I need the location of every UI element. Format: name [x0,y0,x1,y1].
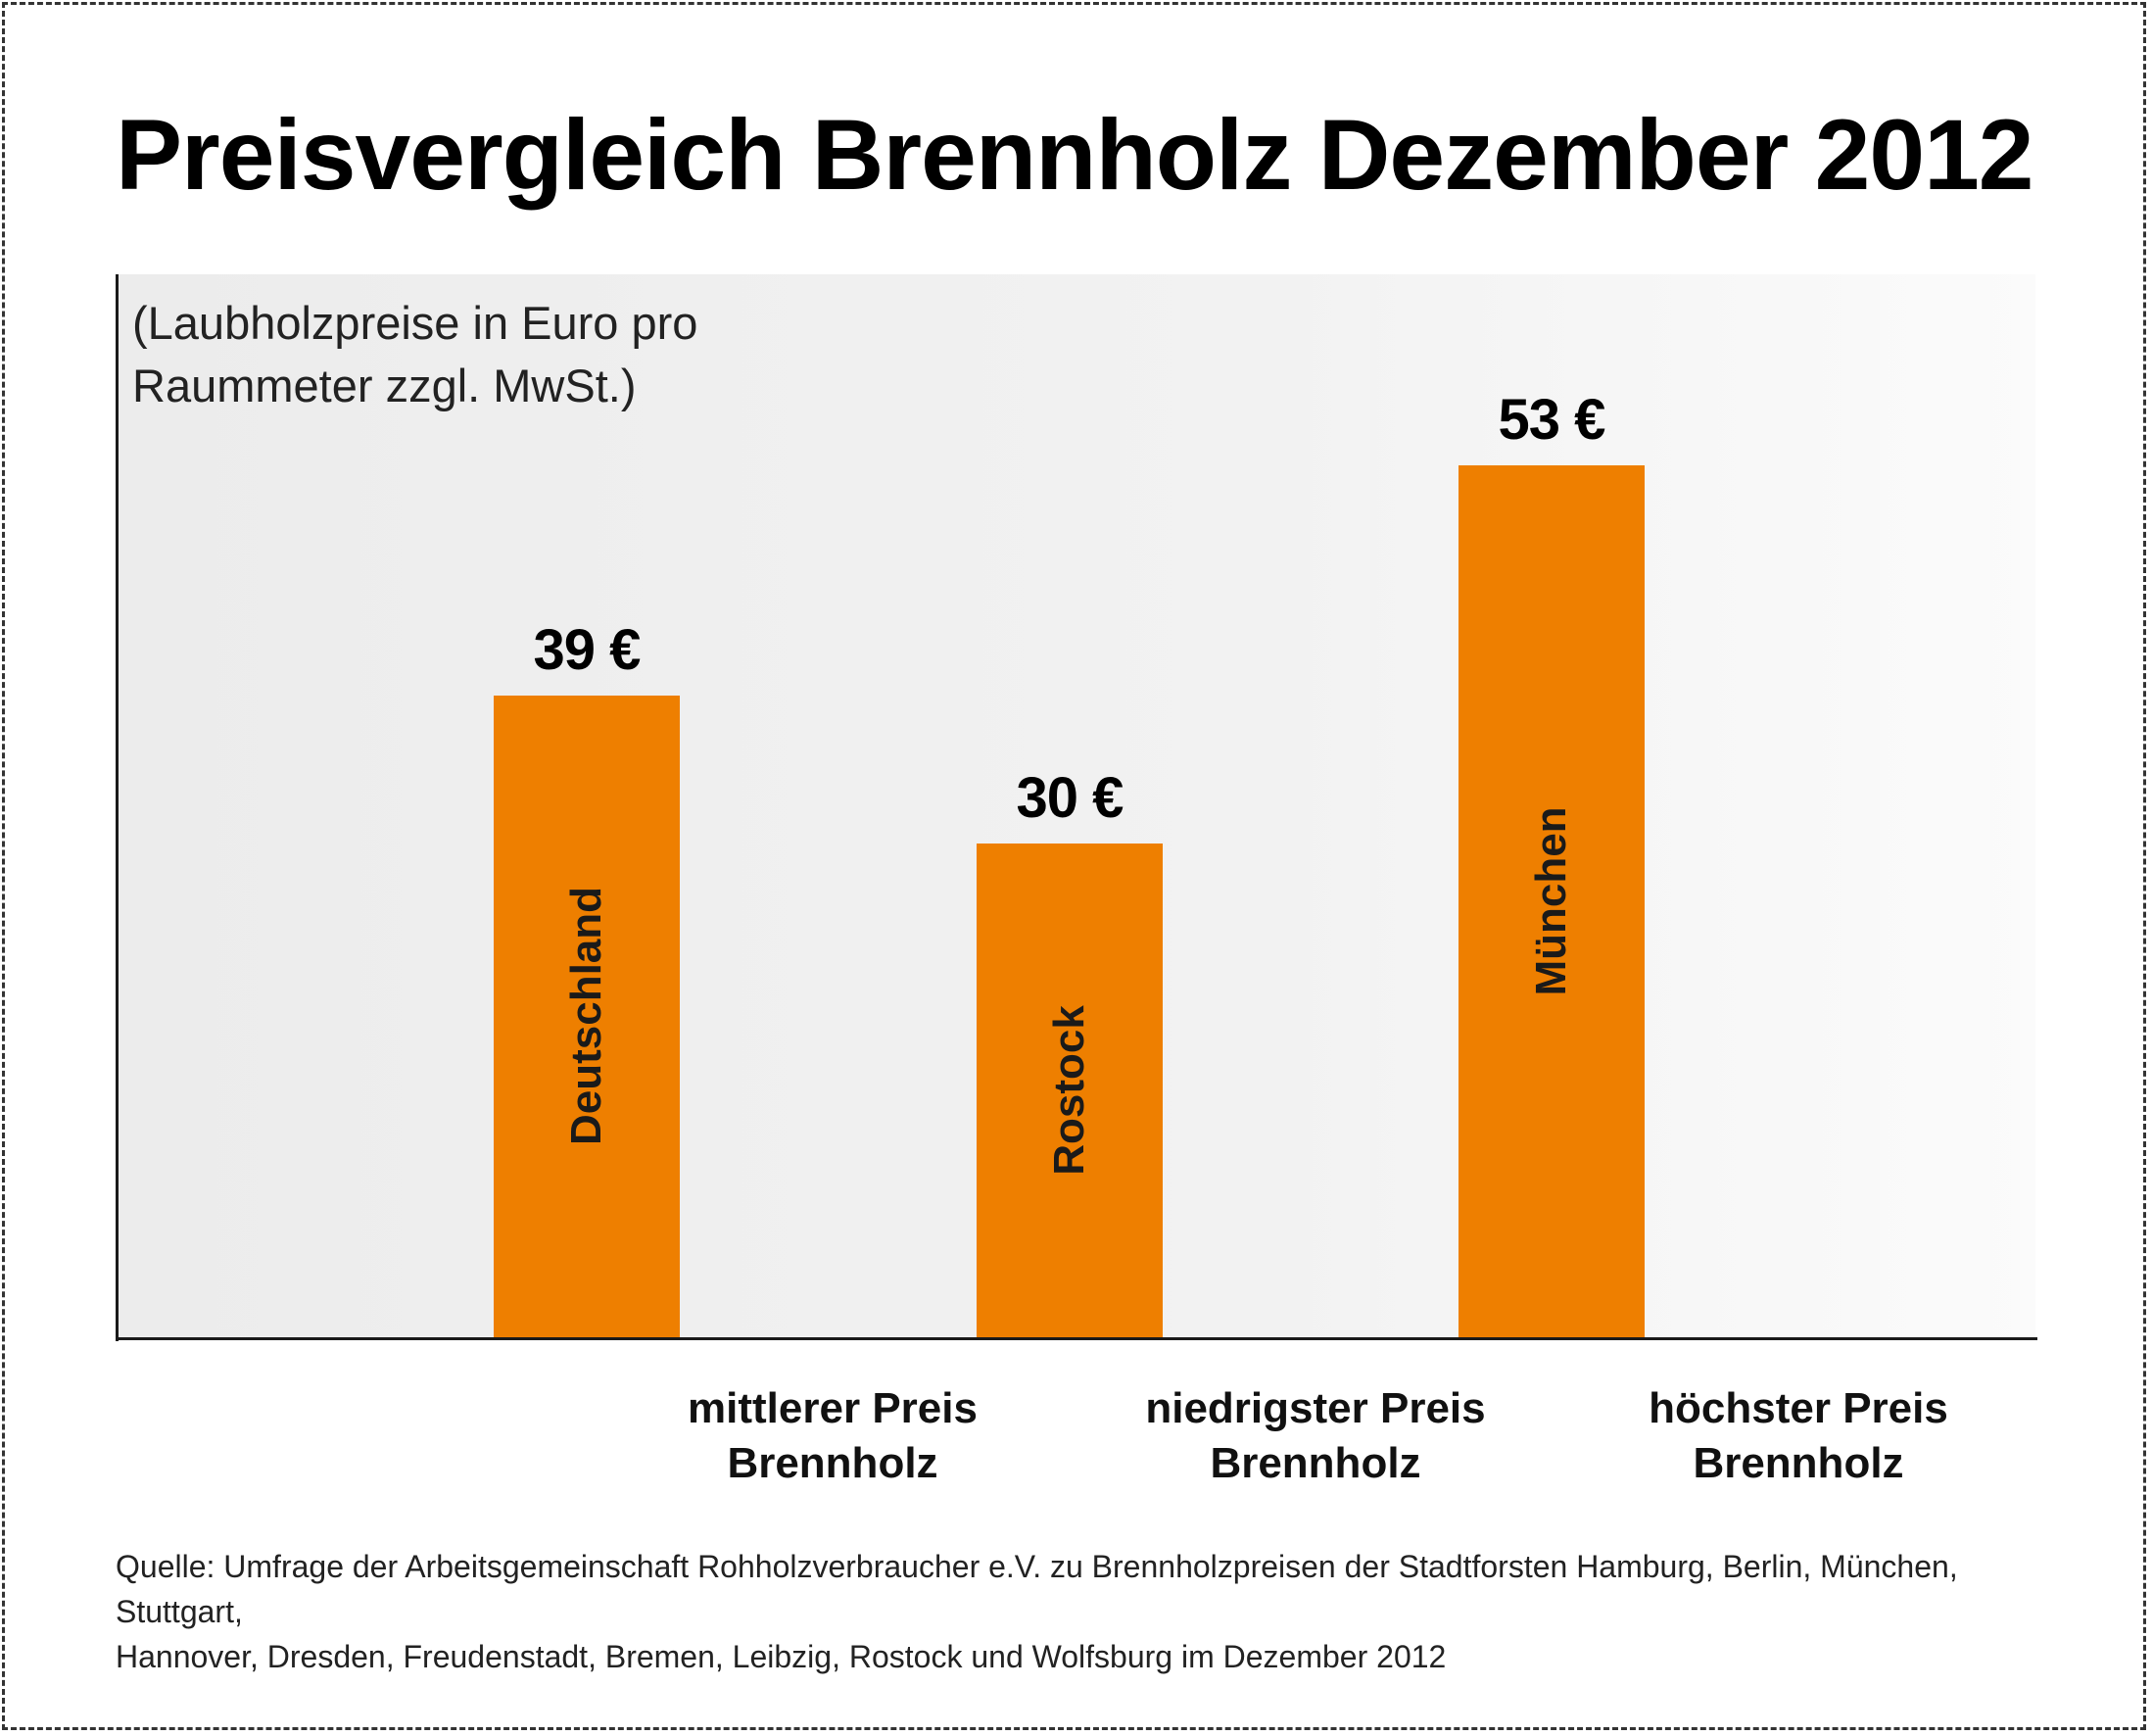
chart-title: Preisvergleich Brennholz Dezember 2012 [116,99,2034,211]
subtitle-line-1: (Laubholzpreise in Euro pro [132,297,698,349]
bar-value-label: 53 € [1498,387,1606,452]
bar-value-label: 30 € [1016,766,1124,830]
bar-0: Deutschland [494,695,680,1337]
bar-value-label: 39 € [533,617,642,682]
category-label-line-1: niedrigster Preis [1145,1384,1486,1432]
category-label-hoechster: höchster Preis Brennholz [1583,1381,2014,1491]
category-label-line-2: Brennholz [1693,1439,1904,1487]
source-line-1: Quelle: Umfrage der Arbeitsgemeinschaft … [116,1549,1958,1629]
category-label-line-2: Brennholz [727,1439,938,1487]
source-line-2: Hannover, Dresden, Freudenstadt, Bremen,… [116,1639,1447,1674]
category-label-line-1: höchster Preis [1649,1384,1948,1432]
source-note: Quelle: Umfrage der Arbeitsgemeinschaft … [116,1544,2055,1679]
bar-inner-label: München [1527,806,1575,996]
chart-subtitle: (Laubholzpreise in Euro pro Raummeter zz… [132,292,916,417]
category-label-line-2: Brennholz [1210,1439,1421,1487]
y-axis-line [116,274,119,1341]
category-label-niedrigster: niedrigster Preis Brennholz [1100,1381,1531,1491]
bar-1: Rostock [977,844,1163,1337]
subtitle-line-2: Raummeter zzgl. MwSt.) [132,360,637,411]
category-label-mittlerer: mittlerer Preis Brennholz [617,1381,1048,1491]
category-label-line-1: mittlerer Preis [688,1384,978,1432]
x-axis-line [116,1337,2037,1340]
bar-inner-label: Rostock [1045,1005,1093,1176]
bar-inner-label: Deutschland [562,887,610,1146]
bar-2: München [1459,464,1645,1337]
